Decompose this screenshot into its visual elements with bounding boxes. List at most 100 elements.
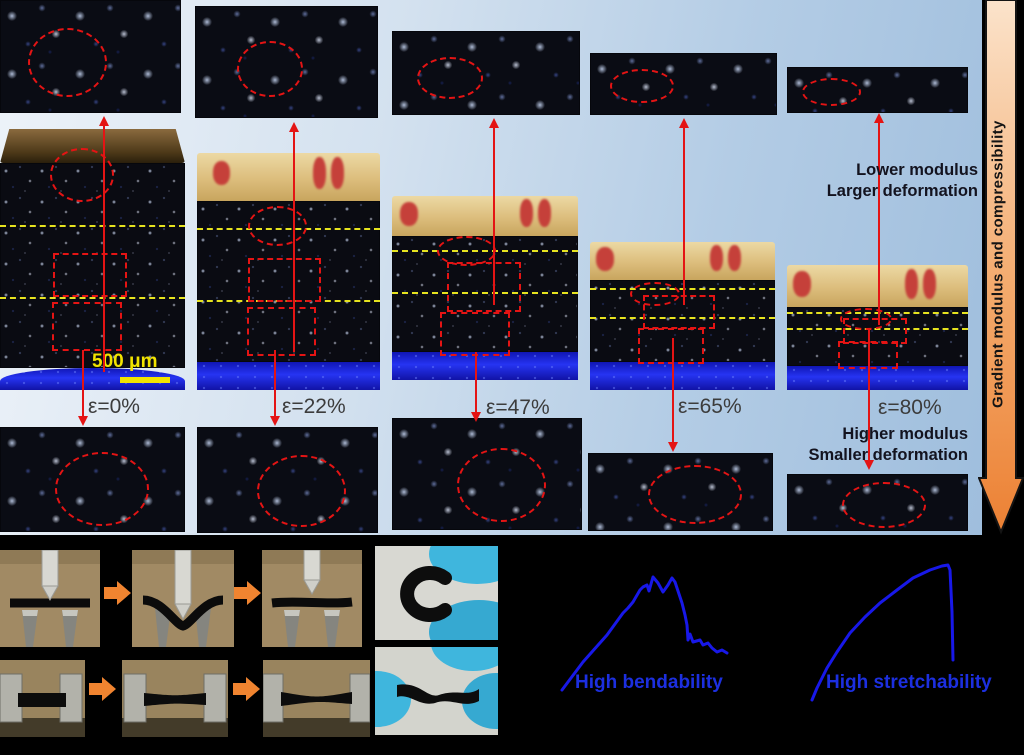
indenter-red-mark [923, 269, 936, 299]
strain-label-0: ε=0% [88, 395, 140, 418]
pore-highlight-ellipse [648, 465, 742, 524]
higher-modulus-line2: Smaller deformation [808, 446, 968, 464]
bottom-inset-strain-80 [787, 474, 968, 531]
strain-label-80: ε=80% [878, 396, 942, 419]
indenter-red-mark [710, 245, 723, 271]
region-box-upper [53, 253, 127, 297]
lower-modulus-annotation: Lower modulus Larger deformation [790, 160, 978, 202]
indenter-red-mark [520, 199, 533, 227]
bottom-inset-strain-0 [0, 427, 185, 532]
gradient-arrow-label: Gradient modulus and compressibility [989, 120, 1007, 408]
lower-modulus-line2: Larger deformation [826, 182, 978, 200]
red-arrow-up-icon [678, 118, 689, 305]
pore-highlight-ellipse [630, 282, 680, 306]
indenter-red-mark [905, 269, 918, 299]
pore-highlight-ellipse [248, 206, 307, 246]
layer-divider-line [0, 297, 185, 299]
stretch-test-photo-2 [122, 660, 228, 737]
indenter-red-mark [313, 157, 326, 189]
bendability-label: High bendability [575, 672, 723, 693]
blue-stage [197, 362, 380, 390]
higher-modulus-annotation: Higher modulus Smaller deformation [780, 424, 968, 466]
indenter [197, 153, 380, 208]
foam-sample [392, 236, 578, 352]
layer-divider-line [0, 225, 185, 227]
pore-highlight-ellipse [802, 78, 861, 106]
region-box-upper [248, 258, 321, 302]
pore-highlight-ellipse [28, 28, 107, 97]
pore-highlight-ellipse [257, 455, 346, 527]
pore-highlight-ellipse [417, 57, 483, 99]
blue-stage [787, 366, 968, 390]
top-inset-strain-47 [392, 31, 580, 115]
hand-stretch-photo [375, 647, 498, 735]
top-inset-strain-22 [195, 6, 378, 118]
compression-photo-strain-22 [197, 153, 380, 390]
red-arrow-up-icon [873, 113, 884, 325]
stretch-test-photo-1 [0, 660, 85, 737]
scale-bar-label: 500 μm [92, 351, 158, 372]
region-box-lower [247, 307, 316, 356]
arrow-right-icon [233, 677, 260, 701]
red-arrow-down-icon [863, 328, 874, 470]
layer-divider-line [590, 288, 775, 290]
layer-divider-line [392, 292, 578, 294]
top-inset-strain-0 [0, 0, 181, 113]
scale-bar [120, 377, 170, 383]
region-box-upper [447, 262, 521, 312]
region-box-upper [643, 295, 715, 329]
gradient-arrow-down-icon [978, 0, 1024, 535]
arrow-right-icon [234, 581, 261, 605]
pore-highlight-ellipse [842, 482, 926, 528]
red-arrow-up-icon [488, 118, 499, 305]
higher-modulus-line1: Higher modulus [842, 425, 968, 443]
foam-sample [590, 280, 775, 362]
stretch-test-photo-3 [263, 660, 370, 737]
red-arrow-down-icon [667, 338, 678, 452]
region-box-lower [440, 312, 510, 356]
lower-modulus-line1: Lower modulus [856, 161, 978, 179]
bend-test-photo-2 [132, 550, 234, 647]
blue-stage [590, 362, 775, 390]
strain-label-47: ε=47% [486, 396, 550, 419]
red-arrow-up-icon [288, 122, 299, 352]
bendability-curve [560, 575, 729, 692]
region-box-lower [638, 328, 704, 364]
strain-label-22: ε=22% [282, 395, 346, 418]
arrow-right-icon [104, 581, 131, 605]
stretchability-label: High stretchability [826, 672, 992, 693]
red-arrow-down-icon [269, 350, 280, 426]
hand-bend-photo [375, 546, 498, 640]
bend-test-photo-3 [262, 550, 362, 647]
stretchability-curve [810, 563, 955, 702]
strain-label-65: ε=65% [678, 395, 742, 418]
indenter-red-mark [596, 247, 614, 271]
compression-photo-strain-47 [392, 196, 578, 380]
compression-photo-strain-0: 500 μm [0, 129, 185, 390]
red-arrow-down-icon [77, 350, 88, 426]
bend-test-photo-1 [0, 550, 100, 647]
layer-divider-line [787, 328, 968, 330]
pore-highlight-ellipse [610, 69, 674, 103]
top-inset-strain-80 [787, 67, 968, 113]
indenter-red-mark [793, 271, 811, 297]
pore-highlight-ellipse [55, 452, 149, 526]
stretch-stress-strain-line [810, 563, 955, 702]
pore-highlight-ellipse [437, 236, 496, 266]
pore-highlight-ellipse [237, 41, 303, 97]
red-arrow-up-icon [98, 116, 109, 372]
bottom-inset-strain-65 [588, 453, 773, 531]
bottom-inset-strain-22 [197, 427, 378, 533]
blue-stage [0, 368, 185, 390]
indenter-red-mark [400, 202, 418, 226]
blue-stage [392, 352, 578, 380]
indenter-red-mark [728, 245, 741, 271]
region-box-upper [843, 318, 907, 344]
indenter-red-mark [331, 157, 344, 189]
pore-highlight-ellipse [457, 448, 546, 522]
layer-divider-line [590, 317, 775, 319]
compression-photo-strain-65 [590, 242, 775, 390]
region-box-lower [52, 302, 122, 351]
pore-highlight-ellipse [50, 148, 114, 202]
